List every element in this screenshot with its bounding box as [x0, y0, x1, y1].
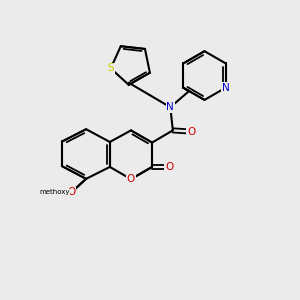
Text: O: O: [165, 162, 173, 172]
Text: N: N: [222, 83, 230, 93]
Text: N: N: [167, 102, 174, 112]
Text: methoxy: methoxy: [39, 189, 70, 195]
Text: S: S: [107, 63, 114, 74]
Text: O: O: [67, 187, 76, 197]
Text: O: O: [127, 174, 135, 184]
Text: O: O: [187, 127, 195, 136]
